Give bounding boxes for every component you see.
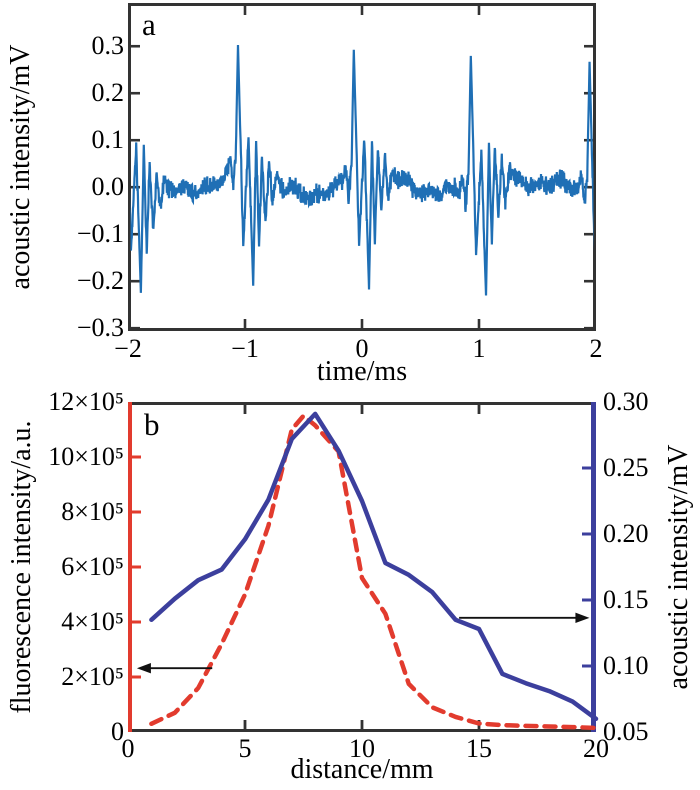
panel-b-left-y-tick-label: 6×10⁵ <box>61 552 124 581</box>
panel-a-letter: a <box>142 7 156 42</box>
panel-b-right-y-axis-label: acoustic intensity/mV <box>663 444 694 690</box>
panel-b-x-tick-label: 10 <box>349 734 375 763</box>
panel-b-left-y-tick-label: 8×10⁵ <box>61 497 124 526</box>
acoustic-signal-line <box>130 45 594 296</box>
panel-b-left-y-axis-label: fluorescence intensity/a.u. <box>6 420 37 714</box>
panel-b-letter: b <box>144 407 160 442</box>
panel-b-right-y-tick-label: 0.20 <box>603 519 649 548</box>
panel-b-left-y-tick-label: 4×10⁵ <box>61 607 124 636</box>
panel-a-y-tick-label: 0.2 <box>91 78 125 108</box>
fluorescence-curve <box>149 413 599 731</box>
panel-a-y-tick-label: 0.3 <box>91 31 125 61</box>
panel-a-y-tick-label: 0.0 <box>91 172 125 202</box>
panel-b-left-y-tick-label: 0 <box>111 717 124 746</box>
panel-b-right-y-tick-label: 0.15 <box>603 585 649 614</box>
panel-b-right-y-tick-label: 0.25 <box>603 453 649 482</box>
acoustic-curve <box>149 411 599 722</box>
panel-b-x-tick-label: 15 <box>466 734 492 763</box>
panel-a-x-tick-label: 0 <box>355 334 369 363</box>
panel-b-x-axis-label: distance/mm <box>290 754 434 785</box>
panel-a-x-tick-label: 2 <box>589 334 603 363</box>
panel-b-x-tick-label: 20 <box>583 734 609 763</box>
panel-b-right-y-tick-label: 0.10 <box>603 651 649 680</box>
panel-b-left-y-tick-label: 2×10⁵ <box>61 662 124 691</box>
panel-a-frame <box>128 3 596 331</box>
panel-b-x-tick-label: 5 <box>238 734 252 763</box>
panel-a-x-tick-label: −1 <box>231 334 259 363</box>
panel-b-left-y-tick-label: 12×10⁵ <box>48 387 124 416</box>
panel-a-plot-area <box>128 3 596 331</box>
panel-a-x-axis-label: time/ms <box>316 356 408 387</box>
panel-a-y-axis-label: acoustic intensity/mV <box>5 44 36 290</box>
panel-b-left-y-tick-label: 10×10⁵ <box>48 442 124 471</box>
panel-b-x-tick-label: 0 <box>121 734 135 763</box>
right-axis-arrowhead <box>575 612 590 624</box>
panel-a-x-tick-label: 1 <box>472 334 486 363</box>
panel-a-x-tick-label: −2 <box>114 334 142 363</box>
panel-a-y-tick-label: −0.2 <box>76 266 124 296</box>
panel-b-right-y-tick-label: 0.30 <box>603 387 649 416</box>
left-axis-arrowhead <box>136 663 151 674</box>
panel-b-right-y-tick-label: 0.05 <box>603 717 649 746</box>
panel-a-y-tick-label: 0.1 <box>91 125 125 155</box>
panel-a-y-tick-label: −0.1 <box>76 219 124 249</box>
panel-b-plot-area <box>128 402 599 732</box>
panel-a-y-tick-label: −0.3 <box>76 313 124 343</box>
